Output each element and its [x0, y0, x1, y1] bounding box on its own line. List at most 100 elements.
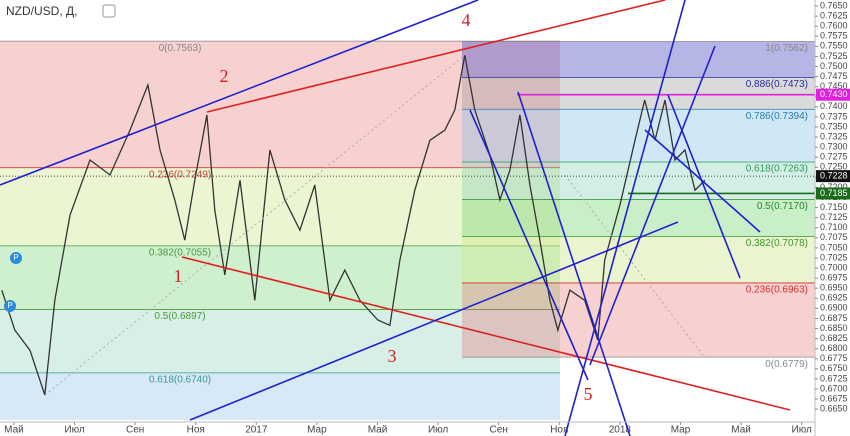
event-icon-label: P: [13, 253, 18, 262]
x-tick-label: Июл: [792, 425, 812, 436]
y-tick-label: 0.7600: [820, 21, 848, 31]
x-tick-label: Ноя: [550, 425, 568, 436]
fib-label: 0.618(0.6740): [149, 374, 211, 385]
y-tick-label: 0.7450: [820, 81, 848, 91]
price-line: [1, 55, 706, 396]
y-tick-label: 0.7275: [820, 152, 848, 162]
price-tag: [816, 88, 850, 101]
y-tick-label: 0.7250: [820, 162, 848, 172]
fib-label: 0.886(0.7473): [746, 79, 808, 90]
y-tick-label: 0.7000: [820, 262, 848, 272]
y-tick-label: 0.6950: [820, 283, 848, 293]
y-tick-label: 0.7400: [820, 101, 848, 111]
fib-label: 0.236(0.6963): [746, 285, 808, 296]
trend-line: [206, 0, 666, 113]
x-tick-label: 2018: [609, 425, 632, 436]
y-tick-label: 0.6900: [820, 303, 848, 313]
event-icon[interactable]: [10, 252, 22, 264]
fib-trend: [44, 54, 466, 396]
grid: Май Июл Сен Ноя 2017 Мар Май Июл Сен Ноя 2018 Мар Ма…: [4, 422, 812, 436]
x-tick-label: Мар: [307, 425, 327, 436]
fib-band: [462, 236, 815, 283]
y-tick-label: 0.7475: [820, 71, 848, 81]
y-tick-label: 0.6800: [820, 343, 848, 353]
fib-band: [462, 282, 815, 358]
trend-line: [469, 109, 589, 381]
fib-band: [462, 77, 815, 110]
x-tick-label: Май: [368, 425, 388, 436]
fib-label: 0.618(0.7263): [746, 164, 808, 175]
fib-label: 1(0.7562): [765, 43, 808, 54]
y-tick-label: 0.7075: [820, 232, 848, 242]
trend-line: [0, 0, 479, 186]
fib-band: [462, 199, 815, 237]
trend-line: [517, 91, 631, 436]
y-tick-label: 0.6850: [820, 323, 848, 333]
x-tick-label: Июл: [64, 425, 84, 436]
price-tag: [816, 187, 850, 200]
y-tick-label: 0.7025: [820, 252, 848, 262]
trend-line: [189, 221, 679, 421]
y-tick-label: 0.6650: [820, 403, 848, 413]
x-tick-label: Июл: [428, 425, 448, 436]
y-tick-label: 0.6975: [820, 272, 848, 282]
y-tick-label: 0.7200: [820, 182, 848, 192]
x-tick-label: Май: [731, 425, 751, 436]
fib-label: 0(0.6779): [765, 359, 808, 370]
y-tick-label: 0.7550: [820, 41, 848, 51]
trend-line: [667, 94, 741, 279]
y-tick-label: 0.7150: [820, 202, 848, 212]
wave-label: 3: [388, 346, 397, 366]
y-tick-label: 0.6775: [820, 353, 848, 363]
y-tick-label: 0.6825: [820, 333, 848, 343]
y-tick-label: 0.6875: [820, 313, 848, 323]
x-tick-label: 2017: [245, 425, 268, 436]
event-icon-label: P: [7, 301, 12, 310]
drawings: [0, 0, 791, 436]
fib-label: 0.382(0.7055): [149, 248, 211, 259]
event-icon[interactable]: [4, 300, 16, 312]
y-tick-label: 0.7650: [820, 0, 848, 10]
y-tick-label: 0.7100: [820, 222, 848, 232]
y-tick-label: 0.7125: [820, 212, 848, 222]
wave-label: 4: [462, 10, 471, 30]
fib-band: [0, 372, 560, 420]
axis-bg: [815, 0, 850, 436]
fib-band: [0, 167, 560, 246]
y-tick-label: 0.7500: [820, 61, 848, 71]
trend-line: [589, 45, 716, 366]
fib-label: 0.5(0.6897): [154, 311, 205, 322]
y-tick-label: 0.7575: [820, 31, 848, 41]
wave-label: 2: [220, 66, 229, 86]
fib-label: 0(0.7563): [159, 43, 202, 54]
y-tick-label: 0.7050: [820, 242, 848, 252]
y-tick-label: 0.6725: [820, 373, 848, 383]
trend-line: [181, 256, 791, 411]
icon[interactable]: [102, 4, 116, 18]
price-tag: [816, 170, 850, 183]
fib-label: 0.382(0.7078): [746, 238, 808, 249]
fib-trend: [564, 174, 706, 359]
trend-line: [644, 129, 761, 233]
fib-band: [0, 309, 560, 373]
y-tick-label: 0.6925: [820, 293, 848, 303]
y-tick-label: 0.7300: [820, 141, 848, 151]
wave-label: 5: [584, 384, 593, 404]
fib-band: [0, 245, 560, 310]
fib-label: 0.236(0.7249): [149, 169, 211, 180]
fib-label: 0.786(0.7394): [746, 111, 808, 122]
wave-label: 1: [174, 266, 183, 286]
y-tick-label: 0.6750: [820, 363, 848, 373]
y-tick-label: 0.6700: [820, 383, 848, 393]
y-tick-label: 0.6675: [820, 393, 848, 403]
y-tick-label: 0.7325: [820, 131, 848, 141]
price-layer: [0, 55, 815, 396]
trend-line: [564, 0, 686, 436]
symbol-title: NZD/USD, Д,: [6, 4, 77, 18]
y-tick-label: 0.7375: [820, 111, 848, 121]
fib-label: 0.5(0.7170): [757, 201, 808, 212]
fib-band: [462, 41, 815, 78]
y-tick-label: 0.7625: [820, 10, 848, 20]
